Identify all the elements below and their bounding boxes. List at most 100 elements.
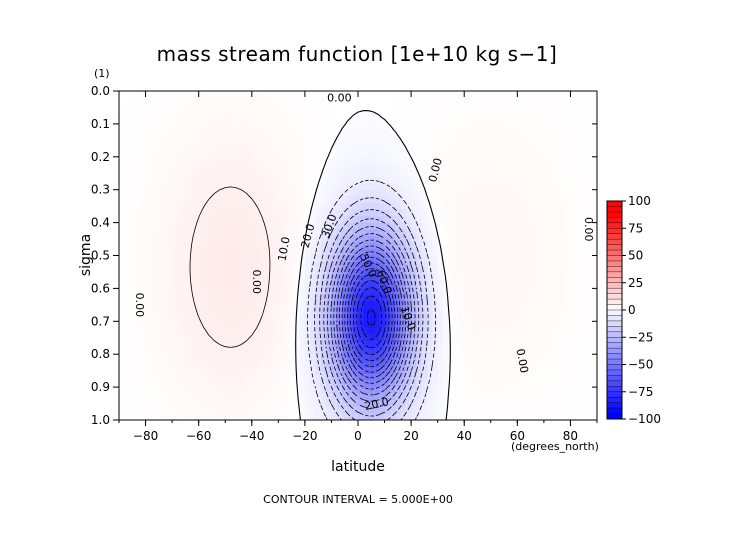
heatmap-cell <box>129 413 136 420</box>
heatmap-cell <box>416 189 423 197</box>
heatmap-cell <box>129 117 136 125</box>
heatmap-cell <box>570 268 577 276</box>
heatmap-cell <box>384 110 391 118</box>
heatmap-cell <box>225 176 232 184</box>
heatmap-cell <box>384 413 391 420</box>
heatmap-cell <box>331 91 338 99</box>
heatmap-cell <box>416 413 423 420</box>
heatmap-cell <box>453 235 460 243</box>
heatmap-cell <box>283 321 290 329</box>
heatmap-cell <box>150 163 157 171</box>
heatmap-cell <box>389 242 396 250</box>
heatmap-cell <box>209 189 216 197</box>
heatmap-cell <box>134 301 141 309</box>
heatmap-cell <box>368 380 375 388</box>
heatmap-cell <box>129 341 136 349</box>
heatmap-cell <box>533 104 540 112</box>
heatmap-cell <box>522 268 529 276</box>
heatmap-cell <box>373 222 380 230</box>
heatmap-cell <box>496 183 502 191</box>
heatmap-cell <box>427 209 433 217</box>
heatmap-cell <box>480 117 487 125</box>
heatmap-cell <box>480 301 487 309</box>
heatmap-cell <box>336 327 343 336</box>
heatmap-cell <box>198 314 205 322</box>
heatmap-cell <box>543 327 550 336</box>
heatmap-cell <box>506 393 513 401</box>
heatmap-cell <box>474 308 481 316</box>
heatmap-cell <box>188 301 194 309</box>
heatmap-cell <box>527 143 534 151</box>
heatmap-cell <box>538 202 545 211</box>
heatmap-cell <box>368 294 375 303</box>
heatmap-cell <box>182 262 189 270</box>
heatmap-cell <box>209 97 216 105</box>
heatmap-cell <box>150 281 157 289</box>
heatmap-cell <box>522 301 529 309</box>
heatmap-cell <box>347 301 354 309</box>
heatmap-cell <box>389 189 396 197</box>
heatmap-cell <box>490 373 497 382</box>
heatmap-cell <box>416 373 423 382</box>
heatmap-cell <box>257 294 263 303</box>
heatmap-cell <box>527 189 534 197</box>
heatmap-cell <box>246 314 253 322</box>
heatmap-cell <box>172 308 179 316</box>
heatmap-cell <box>140 110 147 118</box>
heatmap-cell <box>416 104 423 112</box>
heatmap-cell <box>188 137 194 145</box>
heatmap-cell <box>257 413 263 420</box>
heatmap-cell <box>283 367 290 375</box>
heatmap-cell <box>549 176 556 184</box>
heatmap-cell <box>575 367 582 375</box>
heatmap-cell <box>570 117 577 125</box>
heatmap-cell <box>395 143 402 151</box>
heatmap-cell <box>512 196 518 204</box>
heatmap-cell <box>496 163 502 171</box>
heatmap-cell <box>581 308 587 316</box>
heatmap-cell <box>496 104 502 112</box>
heatmap-cell <box>490 321 497 329</box>
heatmap-cell <box>363 196 370 204</box>
heatmap-cell <box>464 202 471 211</box>
heatmap-cell <box>559 163 566 171</box>
heatmap-cell <box>437 321 444 329</box>
heatmap-cell <box>198 301 205 309</box>
heatmap-cell <box>294 91 301 99</box>
heatmap-cell <box>469 393 476 401</box>
heatmap-cell <box>310 216 317 224</box>
heatmap-cell <box>299 406 306 415</box>
heatmap-cell <box>405 314 412 322</box>
heatmap-cell <box>326 176 333 184</box>
heatmap-cell <box>358 189 364 197</box>
heatmap-cell <box>283 314 290 322</box>
heatmap-cell <box>326 354 333 362</box>
heatmap-cell <box>273 143 279 151</box>
heatmap-cell <box>379 341 386 349</box>
heatmap-cell <box>512 143 518 151</box>
heatmap-cell <box>421 216 428 224</box>
heatmap-cell <box>315 327 322 336</box>
heatmap-cell <box>214 209 221 217</box>
heatmap-cell <box>177 183 184 191</box>
heatmap-cell <box>522 110 529 118</box>
heatmap-cell <box>490 229 497 237</box>
heatmap-cell <box>188 176 194 184</box>
heatmap-cell <box>427 183 433 191</box>
heatmap-cell <box>225 130 232 138</box>
heatmap-cell <box>193 248 200 257</box>
heatmap-cell <box>554 373 561 382</box>
heatmap-cell <box>257 117 263 125</box>
heatmap-cell <box>283 163 290 171</box>
heatmap-cell <box>203 327 210 336</box>
heatmap-cell <box>448 110 455 118</box>
heatmap-cell <box>161 373 168 382</box>
heatmap-cell <box>464 387 471 395</box>
heatmap-cell <box>384 301 391 309</box>
heatmap-cell <box>219 413 226 420</box>
heatmap-cell <box>379 281 386 289</box>
heatmap-cell <box>474 380 481 388</box>
heatmap-cell <box>209 288 216 296</box>
heatmap-cell <box>219 294 226 303</box>
heatmap-cell <box>177 281 184 289</box>
